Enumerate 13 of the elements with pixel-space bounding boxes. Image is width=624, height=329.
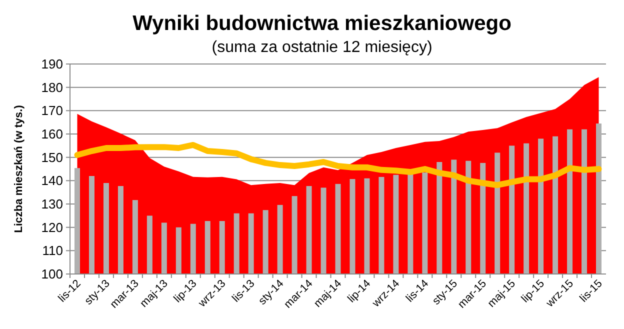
y-tick-label: 140 — [41, 173, 63, 188]
y-tick-label: 110 — [42, 243, 63, 258]
y-tick-label: 150 — [41, 150, 63, 165]
chart-subtitle: (suma za ostatnie 12 miesięcy) — [212, 39, 432, 56]
y-tick-label: 130 — [41, 196, 63, 212]
chart-title: Wyniki budownictwa mieszkaniowego — [132, 12, 512, 35]
y-tick-label: 190 — [41, 56, 63, 72]
y-tick-label: 120 — [41, 220, 63, 235]
y-tick-label: 170 — [41, 103, 63, 118]
y-axis-title: Liczba mieszkań (w tys.) — [13, 104, 25, 233]
y-tick-label: 160 — [41, 126, 63, 142]
y-tick-label: 100 — [41, 266, 63, 282]
y-tick-label: 180 — [41, 80, 63, 95]
